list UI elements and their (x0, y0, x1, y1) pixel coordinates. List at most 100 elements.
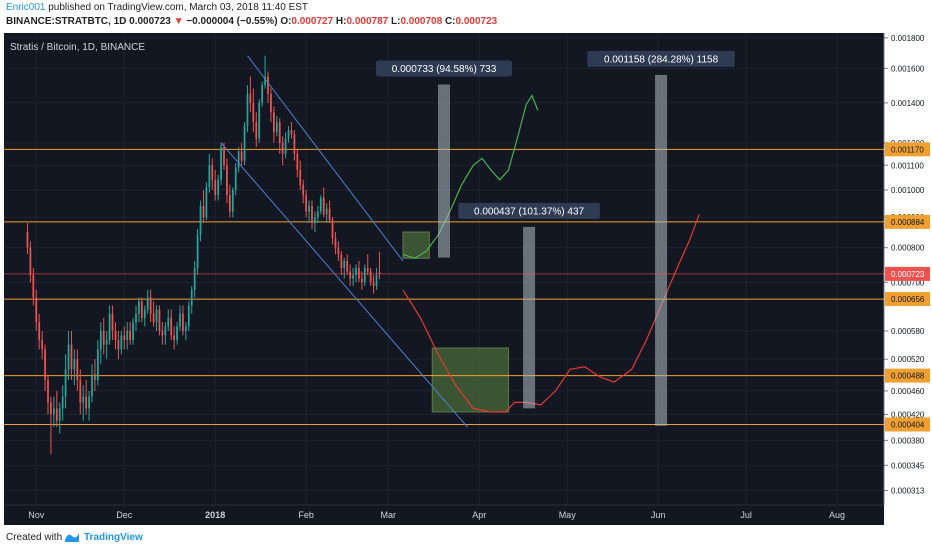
candle-body (249, 93, 252, 103)
price-tick-label: 0.001800 (891, 34, 925, 43)
candle-body (264, 76, 266, 86)
candle-body (252, 102, 255, 123)
candle-body (217, 179, 220, 196)
candle-body (155, 309, 158, 323)
price-tick-label: 0.000580 (891, 327, 925, 336)
candle-body (243, 126, 246, 161)
symbol-label: BINANCE:STRATBTC, 1D (6, 16, 127, 27)
candle-body (305, 195, 308, 212)
candle-body (38, 322, 41, 341)
candle-body (85, 396, 88, 409)
candle-body (372, 282, 375, 286)
created-with-text: Created with (6, 532, 63, 543)
candle-body (352, 274, 354, 279)
candle-body (44, 349, 46, 380)
candle-body (167, 317, 170, 327)
measure-label-box (587, 50, 735, 67)
candle-body (79, 379, 82, 403)
candle-body (117, 340, 120, 350)
candle-body (211, 165, 214, 180)
measure-label: 0.001158 (284.28%) 1158 (604, 54, 719, 65)
tradingview-brand-link[interactable]: TradingView (84, 532, 143, 543)
candle-body (328, 208, 331, 221)
candle-body (140, 301, 143, 318)
candle-body (255, 122, 258, 139)
candle-body (319, 197, 322, 212)
candle-body (94, 374, 96, 380)
candle-body (58, 408, 61, 421)
candle-body (228, 195, 231, 212)
level-price-label: 0.001170 (891, 145, 924, 154)
candle-body (67, 344, 70, 370)
candle-body (205, 187, 208, 218)
level-price-tag (885, 214, 930, 229)
candle-body (91, 374, 93, 397)
candle-body (322, 197, 325, 215)
candle-body (290, 130, 293, 135)
last-price-label: 0.000723 (891, 270, 925, 279)
candle-body (246, 93, 249, 127)
candle-body (73, 359, 76, 370)
price-tick-label: 0.000345 (891, 461, 925, 470)
measure-label-box (376, 60, 512, 77)
price-tick-label: 0.000460 (891, 387, 925, 396)
high-label: H: (335, 16, 347, 27)
candle-body (88, 396, 90, 409)
candle-body (363, 267, 366, 283)
candle-body (270, 93, 272, 113)
candle-body (349, 271, 352, 279)
time-tick-label: Mar (381, 510, 397, 520)
close-value: 0.000723 (455, 16, 498, 27)
price-tick-label: 0.001100 (891, 161, 924, 170)
candle-body (190, 289, 193, 306)
author-link[interactable]: Enric001 (6, 2, 46, 13)
candle-body (146, 297, 149, 310)
candle-body (61, 396, 64, 409)
last-price-tag (885, 266, 930, 281)
candle-body (129, 330, 132, 341)
candle-body (182, 313, 184, 331)
level-price-label: 0.000488 (891, 372, 925, 381)
target-zone (431, 347, 510, 413)
candle-body (331, 220, 334, 239)
level-price-tag (885, 142, 930, 157)
candle-body (234, 167, 237, 190)
level-price-tag (885, 368, 930, 383)
candle-body (82, 396, 85, 403)
high-value: 0.000787 (346, 16, 389, 27)
candle-body (296, 153, 299, 171)
candle-body (35, 297, 38, 323)
level-price-label: 0.000656 (891, 295, 925, 304)
candle-body (272, 112, 275, 133)
chart-background (4, 33, 930, 525)
candle-body (237, 151, 240, 168)
open-value: 0.000727 (291, 16, 334, 27)
candle-body (275, 122, 278, 133)
candle-body (358, 267, 360, 279)
candle-body (375, 274, 378, 286)
candle-body (293, 134, 296, 154)
candle-body (32, 274, 35, 298)
time-tick-label: Jul (740, 510, 752, 520)
chart-title: Stratis / Bitcoin, 1D, BINANCE (10, 42, 145, 53)
candle-body (299, 170, 302, 185)
publish-line: Enric001 published on TradingView.com, M… (6, 2, 308, 13)
candle-body (41, 340, 44, 350)
footer: Created with TradingView (0, 526, 932, 550)
measure-bar (523, 226, 536, 409)
time-tick-label: May (559, 510, 577, 520)
candle-body (302, 184, 305, 196)
price-chart[interactable]: 0.0018000.0016000.0014000.0012000.001100… (4, 33, 930, 525)
measure-bar (655, 74, 668, 426)
candle-body (108, 313, 111, 341)
candle-body (164, 326, 167, 336)
time-tick-label: Nov (28, 510, 45, 520)
candle-body (126, 330, 129, 341)
bullish-projection-path (402, 94, 539, 259)
time-tick-label: Dec (116, 510, 133, 520)
candle-body (29, 247, 32, 275)
candle-body (114, 330, 117, 341)
target-zone (402, 231, 430, 259)
candle-body (143, 309, 146, 318)
candle-body (369, 271, 372, 283)
